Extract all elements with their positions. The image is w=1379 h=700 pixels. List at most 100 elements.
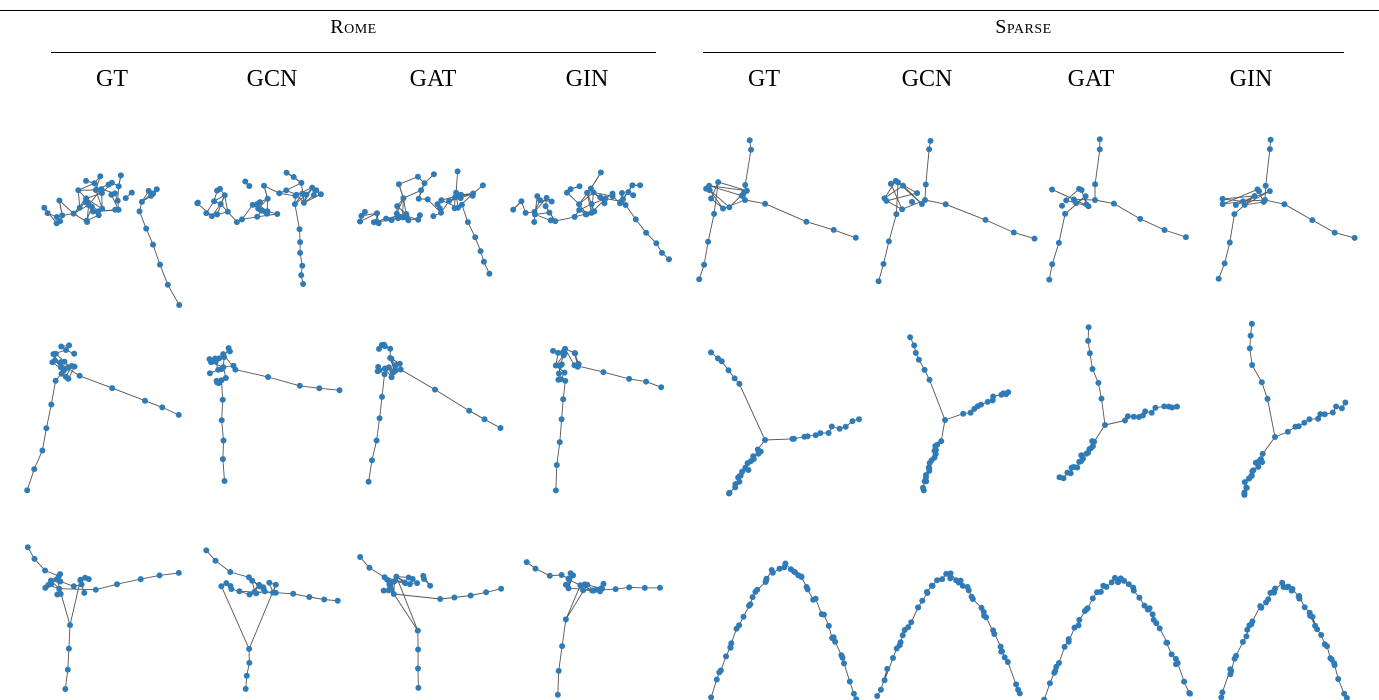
graph-node [334, 597, 341, 604]
graph-edge [1265, 149, 1271, 186]
graph-node [1068, 464, 1075, 471]
graph-edge [221, 380, 224, 400]
graph-node [446, 197, 453, 204]
graph-edge [1222, 200, 1244, 205]
graph-edge [1073, 198, 1096, 201]
graph-node [1059, 202, 1065, 209]
graph-edge [709, 189, 730, 208]
graph-node [817, 430, 824, 437]
graph-node [84, 219, 91, 225]
graph-node [276, 190, 283, 197]
graph-node [745, 467, 752, 473]
graph-node [581, 581, 588, 588]
graph-node [380, 587, 387, 594]
graph-node [562, 377, 569, 384]
graph-node [997, 643, 1004, 650]
graph-node [885, 238, 892, 245]
graph-node [921, 478, 928, 485]
graph-node [1264, 395, 1271, 402]
graph-node [1266, 146, 1273, 153]
graph-node [415, 684, 422, 691]
graph-node [641, 584, 648, 591]
graph-node [97, 173, 104, 180]
graph-node [1174, 403, 1180, 410]
graph-node [336, 387, 343, 394]
graph-node [416, 212, 423, 219]
graph-node [156, 572, 163, 579]
graph-node [552, 218, 559, 225]
graph-node [875, 278, 882, 285]
graph-node [1266, 188, 1273, 195]
graph-edge [565, 585, 581, 620]
graph-edge [709, 185, 747, 192]
graph-edge [888, 213, 897, 242]
graph-edge [534, 197, 547, 213]
graph-node [218, 417, 225, 424]
graph-node [562, 616, 569, 623]
graph-node [1249, 362, 1256, 368]
graph-edge [1104, 420, 1126, 426]
graph-node [874, 693, 881, 699]
graph-node [1153, 620, 1160, 627]
graph-node [1314, 626, 1321, 633]
graph-panel-rome-row3-gat [357, 554, 505, 691]
graph-edge [221, 420, 224, 441]
graph-node [264, 195, 271, 202]
graph-node [467, 592, 474, 599]
graph-edge [744, 199, 766, 205]
graph-node [283, 169, 290, 176]
graph-node [905, 624, 912, 631]
graph-edge [59, 588, 96, 591]
graph-node [1272, 434, 1278, 440]
graph-node [1174, 660, 1181, 666]
graph-node [1103, 583, 1110, 590]
graph-node [77, 576, 84, 583]
graph-node [41, 204, 48, 211]
graph-node [1306, 416, 1313, 423]
graph-node [1136, 594, 1143, 601]
graph-node [1141, 602, 1148, 609]
graph-node [24, 544, 31, 551]
graph-edge [1051, 189, 1075, 200]
graph-edge [806, 221, 834, 231]
graph-node [57, 364, 64, 371]
graph-node [83, 177, 89, 184]
graph-edge [556, 442, 561, 466]
graph-node [1056, 474, 1063, 481]
graph-edge [197, 202, 213, 217]
graph-node [803, 218, 810, 225]
graph-node [251, 588, 258, 595]
graph-node [922, 181, 929, 188]
graph-node [115, 206, 122, 213]
graph-node [82, 574, 89, 581]
graph-edge [708, 185, 742, 197]
graph-node [392, 362, 399, 369]
graph-node [214, 211, 221, 218]
graph-edge [159, 264, 169, 285]
graph-node [911, 342, 918, 349]
graph-node [1309, 217, 1316, 224]
graph-node [920, 487, 927, 494]
graph-node [403, 211, 410, 217]
graph-node [375, 363, 382, 370]
graph-node [218, 583, 225, 590]
graph-edge [603, 371, 630, 380]
graph-node [208, 213, 215, 220]
graph-node [309, 184, 316, 191]
graph-edge [884, 180, 897, 199]
graph-node [1284, 428, 1291, 435]
graph-node [136, 208, 143, 215]
graph-node [653, 240, 660, 247]
graph-node [453, 189, 460, 196]
graph-node [1182, 234, 1189, 241]
graph-node [576, 201, 583, 208]
graph-panel-rome-row2-gt [24, 342, 182, 494]
graph-node [421, 576, 427, 582]
graph-node [877, 686, 884, 693]
graph-node [708, 195, 715, 202]
graph-node [1110, 200, 1117, 207]
graph-panel-sparse-row2-gat [1056, 324, 1180, 482]
graph-node [717, 667, 724, 674]
graph-node [558, 416, 565, 423]
graph-node [300, 199, 307, 206]
